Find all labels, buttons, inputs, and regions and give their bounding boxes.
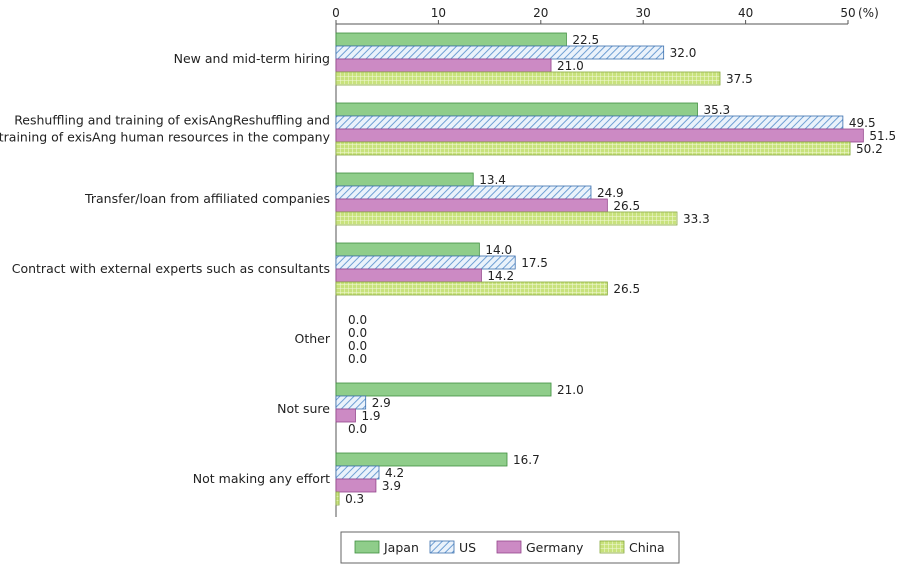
x-tick-label: 20 [533,6,548,20]
bar-japan [335,452,508,467]
value-label-us: 2.9 [372,396,391,410]
value-label-japan: 14.0 [485,243,512,257]
bar-us [335,45,665,60]
bar-us [335,395,367,410]
value-label-japan: 21.0 [557,383,584,397]
legend-swatch-germany [496,540,522,554]
bar-japan [335,382,552,397]
category-label: Transfer/loan from affiliated companies [84,191,330,206]
category-label: Other [295,331,331,346]
x-tick-label: 30 [636,6,651,20]
legend-label-japan: Japan [383,540,419,555]
bar-us [335,115,844,130]
value-label-us: 17.5 [521,256,548,270]
value-label-japan: 16.7 [513,453,540,467]
value-label-japan: 22.5 [572,33,599,47]
bar-us [335,185,592,200]
value-label-germany: 3.9 [382,479,401,493]
bar-germany [335,478,377,493]
legend-swatch-china [599,540,625,554]
category-labels-layer: New and mid-term hiring Reshuffling and t… [0,51,331,486]
category-label: Not sure [277,401,330,416]
bar-japan [335,102,698,117]
value-label-china: 0.3 [345,492,364,506]
value-label-china: 33.3 [683,212,710,226]
bar-china [335,71,721,86]
value-labels-layer: 22.5 32.0 21.0 37.5 35.3 49.551.550.2 13.4 24.9… [345,33,896,506]
bar-germany [335,58,552,73]
category-label: New and mid-term hiring [174,51,330,66]
value-label-germany: 14.2 [487,269,514,283]
x-tick-label: 40 [738,6,753,20]
x-tick-label: 50 [840,6,855,20]
bar-china [335,491,340,506]
value-label-germany: 0.0 [348,339,367,353]
bar-us [335,465,380,480]
legend-label-us: US [459,540,476,555]
value-label-japan: 0.0 [348,313,367,327]
axis-layer: 0 10 20 30 40 50 (%) [332,6,879,517]
bar-china [335,281,608,296]
value-label-us: 24.9 [597,186,624,200]
value-label-china: 37.5 [726,72,753,86]
value-label-china: 0.0 [348,422,367,436]
value-label-us: 32.0 [670,46,697,60]
bar-germany [335,268,482,283]
bar-china [335,141,851,156]
value-label-china: 0.0 [348,352,367,366]
value-label-china: 26.5 [613,282,640,296]
legend: Japan US Germany China [340,531,680,564]
value-label-germany: 26.5 [613,199,640,213]
bar-japan [335,242,480,257]
bar-us [335,255,516,270]
value-label-china: 50.2 [856,142,883,156]
value-label-us: 49.5 [849,116,876,130]
value-label-germany: 1.9 [361,409,380,423]
x-tick-label: 10 [431,6,446,20]
bar-japan [335,32,567,47]
value-label-germany: 21.0 [557,59,584,73]
category-label: Not making any effort [193,471,330,486]
value-label-us: 0.0 [348,326,367,340]
category-label: training of exisAng human resources in t… [0,130,331,145]
category-label: Reshuffling and training of exisAngReshu… [14,113,330,128]
bar-germany [335,408,356,423]
category-label: Contract with external experts such as c… [12,261,330,276]
bar-germany [335,198,608,213]
x-unit-label: (%) [858,6,879,20]
bar-japan [335,172,474,187]
legend-swatch-us [429,540,455,554]
legend-label-germany: Germany [526,540,584,555]
value-label-japan: 13.4 [479,173,506,187]
bar-china [335,211,678,226]
legend-label-china: China [629,540,665,555]
x-tick-label: 0 [332,6,340,20]
bar-germany [335,128,864,143]
value-label-germany: 51.5 [869,129,896,143]
value-label-us: 4.2 [385,466,404,480]
legend-swatch-japan [354,540,380,554]
bars-layer [335,32,864,506]
value-label-japan: 35.3 [703,103,730,117]
